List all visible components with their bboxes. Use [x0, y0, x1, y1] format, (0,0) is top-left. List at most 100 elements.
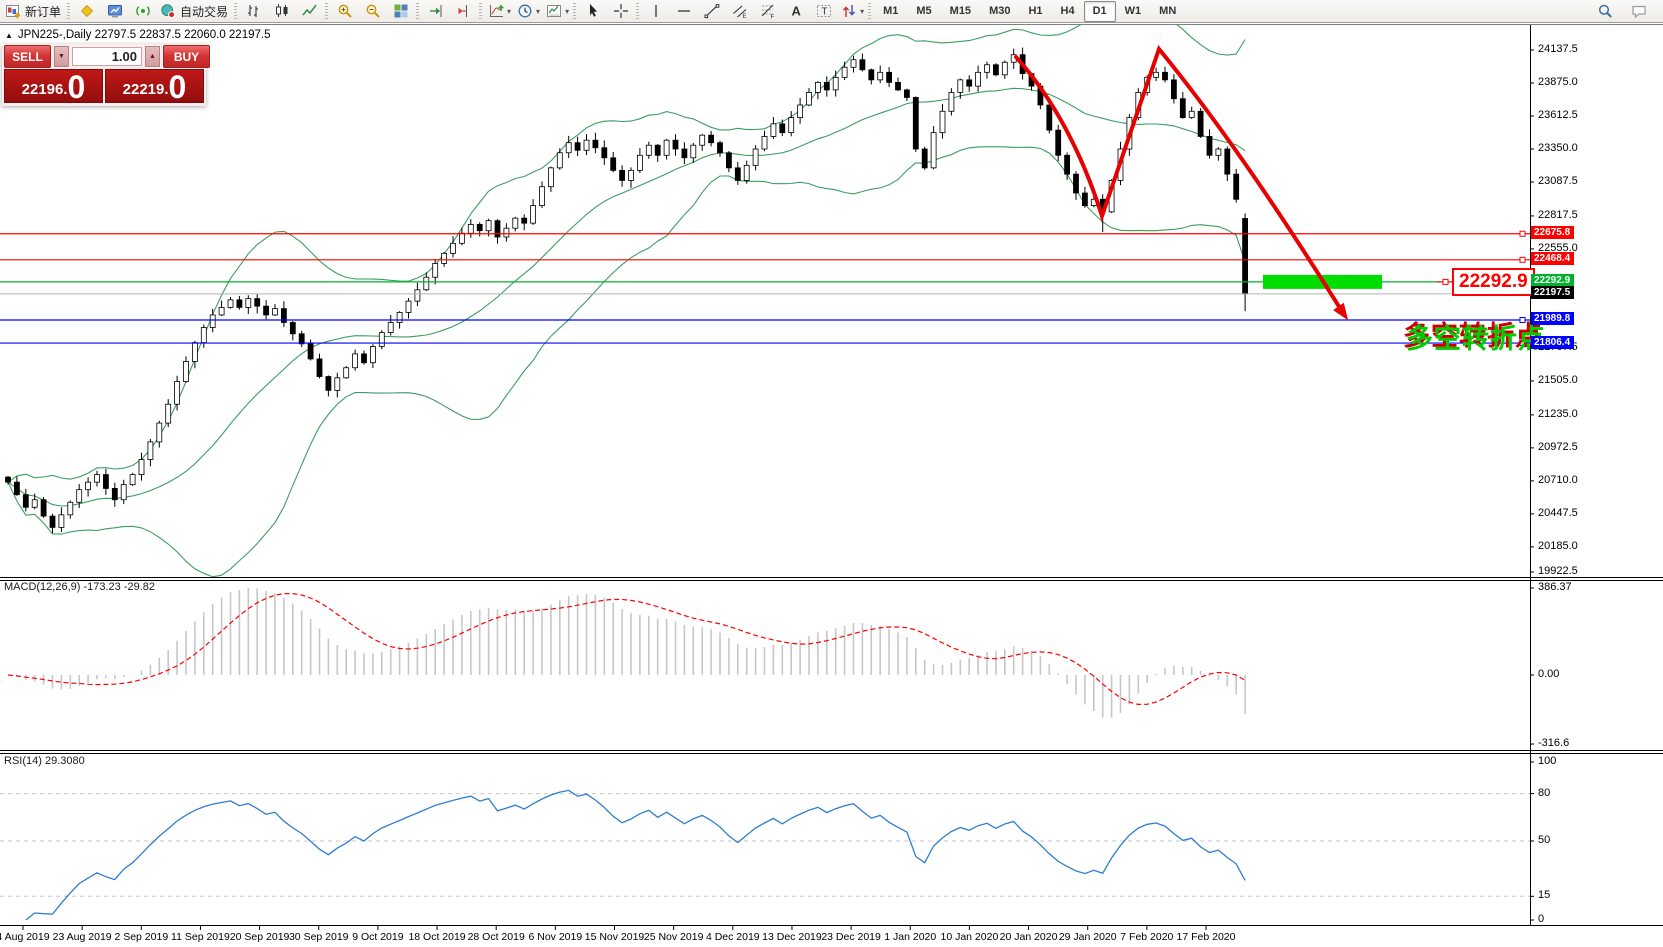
date-label: 2 Sep 2019	[114, 931, 169, 943]
buy-button[interactable]: BUY	[163, 45, 210, 68]
candlestick-mode-button[interactable]	[268, 0, 296, 22]
signals-button[interactable]	[129, 0, 157, 22]
indicators-list-button[interactable]: ▾	[485, 0, 514, 22]
templates-button[interactable]: ▾	[543, 0, 572, 22]
vertical-line-tool-icon	[655, 5, 657, 17]
hline-handle[interactable]	[1519, 256, 1526, 263]
timeframe-m1-button[interactable]: M1	[883, 5, 899, 17]
toolbar-group-handle	[636, 3, 640, 19]
equidistant-channel-tool-button[interactable]: E	[726, 0, 754, 22]
bar-chart-mode-button[interactable]	[240, 0, 268, 22]
trendline-tool-button[interactable]	[698, 0, 726, 22]
volume-increase-button[interactable]: ▲	[145, 46, 160, 67]
chart-shift-button[interactable]	[450, 0, 478, 22]
volume-input[interactable]	[72, 47, 142, 66]
auto-scroll-icon	[430, 5, 442, 17]
text-label-tool-button[interactable]: T	[810, 0, 838, 22]
line-chart-mode-button[interactable]	[296, 0, 324, 22]
templates-dropdown-icon[interactable]: ▾	[565, 6, 570, 16]
market-panel-button[interactable]	[73, 0, 101, 22]
date-label: 23 Aug 2019	[52, 931, 112, 943]
timeframe-m15-button[interactable]: M15	[949, 5, 972, 17]
svg-text:T: T	[821, 7, 827, 18]
svg-text:A: A	[792, 4, 802, 19]
rsi-panel	[0, 789, 1530, 921]
arrow-objects-dropdown-icon[interactable]: ▾	[860, 6, 865, 16]
chart-frame	[0, 24, 1663, 930]
toolbar-group-handle	[416, 3, 420, 19]
candlestick-mode-icon	[276, 4, 288, 17]
periods-dropdown-icon[interactable]: ▾	[536, 6, 541, 16]
autotrading-button[interactable]: 自动交易	[157, 0, 233, 22]
zoom-out-icon	[366, 4, 380, 18]
date-label: 9 Oct 2019	[352, 931, 404, 943]
symbol-ohlc-text: JPN225-,Daily 22797.5 22837.5 22060.0 22…	[17, 29, 271, 41]
rsi-tick-label: 100	[1538, 755, 1557, 767]
zoom-out-button[interactable]	[359, 0, 387, 22]
date-label: 18 Oct 2019	[408, 931, 466, 943]
date-label: 10 Jan 2020	[940, 931, 999, 943]
price-tick-label: 20972.5	[1538, 440, 1578, 453]
periods-button[interactable]: ▾	[514, 0, 543, 22]
zigzag-arrow[interactable]	[1014, 44, 1345, 315]
cursor-tool-button[interactable]	[579, 0, 607, 22]
horizontal-line-tool-icon	[678, 10, 691, 12]
turning-point-annotation[interactable]: 多空转折点	[1406, 324, 1546, 354]
sell-button[interactable]: SELL	[4, 45, 51, 68]
sell-price-panel[interactable]: 22196. 0	[4, 69, 103, 103]
rsi-tick-label: 0	[1538, 913, 1545, 925]
trendline-tool-icon	[704, 4, 720, 19]
timeframe-m30-button[interactable]: M30	[989, 5, 1011, 17]
price-line-chip: 22675.8	[1531, 226, 1575, 240]
date-label: 25 Nov 2019	[643, 931, 704, 943]
volume-decrease-button[interactable]: ▼	[54, 46, 69, 67]
arrow-objects-button[interactable]: ▾	[838, 0, 867, 22]
price-callout-label[interactable]: 22292.9	[1452, 267, 1535, 296]
indicators-list-dropdown-icon[interactable]: ▾	[507, 6, 512, 16]
main-price-panel	[0, 25, 1530, 577]
hline-handle[interactable]	[1519, 230, 1526, 237]
zoom-in-button[interactable]	[331, 0, 359, 22]
hline-handle[interactable]	[1519, 316, 1526, 323]
timeframe-mn-button[interactable]: MN	[1159, 5, 1177, 17]
text-tool-button[interactable]: A	[782, 0, 810, 22]
toolbar-group-handle	[573, 3, 577, 19]
date-label: 4 Aug 2019	[0, 931, 50, 943]
callout-anchor	[1442, 278, 1449, 285]
new-order-button[interactable]: 新订单	[2, 0, 66, 22]
date-label: 20 Jan 2020	[999, 931, 1058, 943]
autotrading-label: 自动交易	[180, 4, 229, 19]
sell-price-main: 22196.	[21, 81, 68, 98]
fibonacci-tool-icon: F	[761, 4, 775, 19]
timeframe-h4-button[interactable]: H4	[1060, 5, 1075, 17]
crosshair-tool-icon	[614, 4, 629, 18]
hline-handle[interactable]	[1519, 340, 1526, 347]
one-click-trading-widget: SELL ▼ ▲ BUY 22196.0 22219.0	[2, 44, 210, 106]
price-line-chip: 22468.4	[1531, 252, 1575, 266]
crosshair-tool-button[interactable]	[607, 0, 635, 22]
price-tick-label: 20185.0	[1538, 539, 1578, 552]
toolbar-group-handle	[868, 3, 872, 19]
fibonacci-tool-button[interactable]: F	[754, 0, 782, 22]
date-label: 23 Dec 2019	[821, 931, 881, 943]
timeframe-h1-button[interactable]: H1	[1028, 5, 1043, 17]
buy-price-panel[interactable]: 22219. 0	[105, 69, 204, 103]
timeframe-d1-button[interactable]: D1	[1083, 0, 1116, 22]
horizontal-line-tool-button[interactable]	[670, 0, 698, 22]
one-click-collapse-icon[interactable]: ▲	[5, 30, 13, 40]
symbol-info-line: ▲ JPN225-,Daily 22797.5 22837.5 22060.0 …	[5, 29, 270, 41]
terminal-window-button[interactable]	[101, 0, 129, 22]
current-price-chip: 22197.5	[1531, 286, 1575, 300]
chat-button[interactable]	[1625, 0, 1653, 22]
vertical-line-tool-button[interactable]	[642, 0, 670, 22]
timeframe-w1-button[interactable]: W1	[1124, 5, 1142, 17]
auto-scroll-button[interactable]	[422, 0, 450, 22]
search-button[interactable]	[1591, 0, 1619, 22]
chart-window[interactable]: ▲ JPN225-,Daily 22797.5 22837.5 22060.0 …	[0, 23, 1663, 947]
price-tick-label: 23612.5	[1538, 109, 1578, 121]
price-tick-label: 24137.5	[1538, 43, 1578, 55]
buy-price-main: 22219.	[122, 81, 169, 98]
tile-windows-button[interactable]	[387, 0, 415, 22]
timeframe-m5-button[interactable]: M5	[916, 5, 932, 17]
